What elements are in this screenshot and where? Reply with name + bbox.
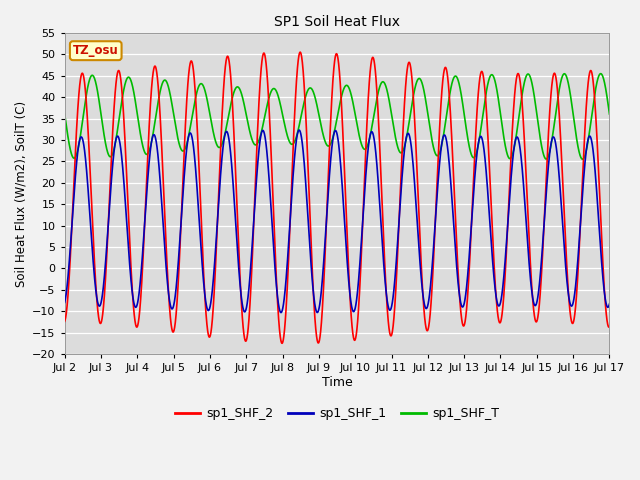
Line: sp1_SHF_T: sp1_SHF_T [65, 73, 609, 159]
sp1_SHF_2 [160, 187, 168, 193]
Title: SP1 Soil Heat Flux: SP1 Soil Heat Flux [274, 15, 400, 29]
sp1_SHF_1 [61, 300, 68, 305]
sp1_SHF_1 [605, 301, 613, 307]
Text: TZ_osu: TZ_osu [73, 44, 118, 57]
sp1_SHF_2 [61, 318, 68, 324]
sp1_SHF_T [597, 71, 605, 76]
sp1_SHF_T [269, 86, 276, 92]
sp1_SHF_T [61, 111, 68, 117]
sp1_SHF_T [160, 78, 168, 84]
sp1_SHF_1 [277, 310, 285, 315]
sp1_SHF_T [509, 151, 516, 157]
Line: sp1_SHF_1: sp1_SHF_1 [65, 130, 609, 312]
sp1_SHF_2 [278, 340, 286, 346]
sp1_SHF_1 [388, 303, 396, 309]
sp1_SHF_2 [605, 324, 613, 329]
Legend: sp1_SHF_2, sp1_SHF_1, sp1_SHF_T: sp1_SHF_2, sp1_SHF_1, sp1_SHF_T [170, 402, 504, 425]
sp1_SHF_1 [468, 222, 476, 228]
sp1_SHF_2 [468, 223, 476, 229]
X-axis label: Time: Time [322, 376, 353, 389]
sp1_SHF_T [467, 151, 475, 157]
sp1_SHF_T [415, 76, 423, 82]
sp1_SHF_T [388, 110, 396, 116]
sp1_SHF_1 [295, 127, 303, 133]
sp1_SHF_1 [269, 233, 276, 239]
sp1_SHF_T [579, 156, 586, 162]
Line: sp1_SHF_2: sp1_SHF_2 [65, 52, 609, 343]
sp1_SHF_2 [296, 49, 304, 55]
sp1_SHF_1 [415, 248, 423, 254]
sp1_SHF_1 [160, 229, 168, 235]
Y-axis label: Soil Heat Flux (W/m2), SoilT (C): Soil Heat Flux (W/m2), SoilT (C) [15, 100, 28, 287]
sp1_SHF_2 [388, 332, 396, 338]
sp1_SHF_2 [509, 119, 516, 125]
sp1_SHF_T [605, 111, 613, 117]
sp1_SHF_2 [415, 217, 423, 223]
sp1_SHF_2 [269, 192, 276, 198]
sp1_SHF_1 [509, 156, 516, 162]
